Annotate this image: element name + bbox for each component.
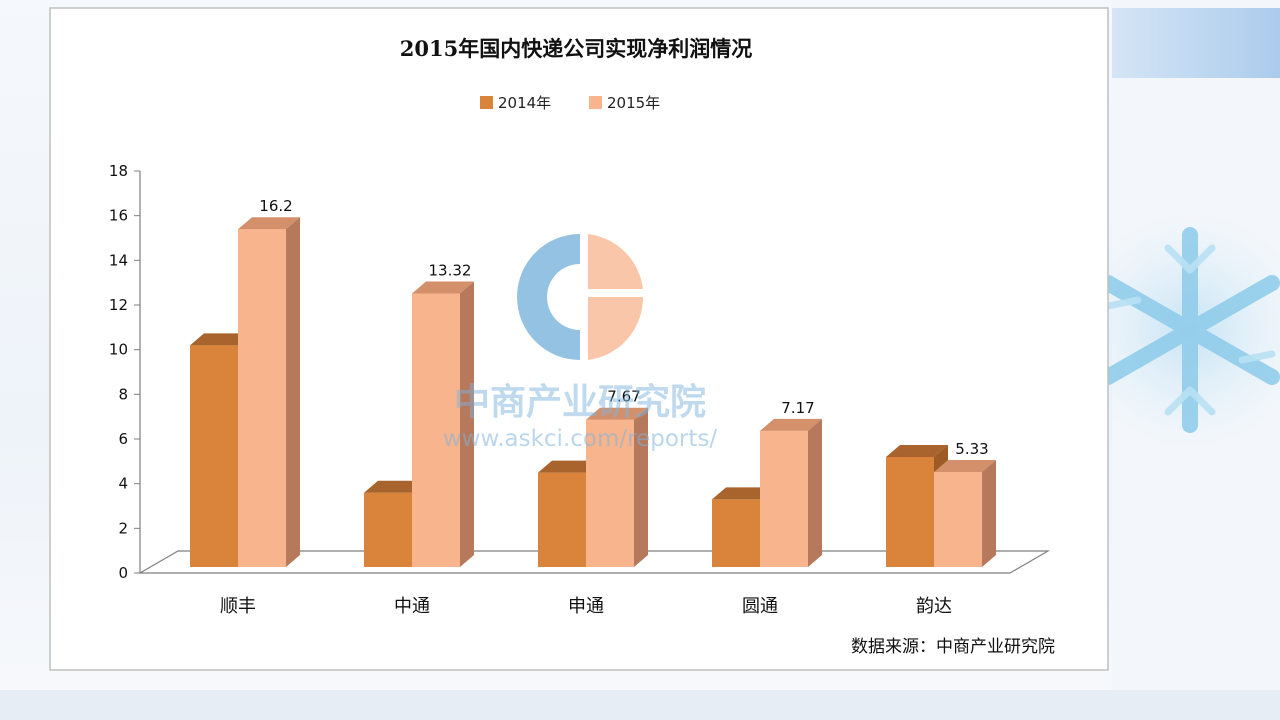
category-label-2: 申通 (568, 596, 604, 617)
bar-1-1 (412, 293, 460, 567)
bar-1-4 (934, 471, 982, 567)
y-tick-label: 8 (118, 385, 128, 403)
data-label-2: 7.67 (607, 388, 640, 406)
bar-top-1-1 (412, 281, 474, 294)
y-tick-label: 4 (118, 475, 128, 493)
bar-side-1-4 (982, 459, 996, 567)
watermark-url: www.askci.com/reports/ (443, 426, 717, 452)
y-tick-label: 18 (109, 162, 128, 180)
y-tick-label: 12 (109, 296, 128, 314)
bar-top-0-1 (364, 480, 426, 493)
bar-side-1-3 (808, 418, 822, 567)
bars (190, 217, 996, 567)
snowflake-icon (1070, 210, 1280, 450)
y-tick-label: 6 (118, 430, 128, 448)
data-label-3: 7.17 (781, 399, 814, 417)
bar-top-0-0 (190, 333, 252, 346)
y-tick-label: 14 (109, 251, 128, 269)
data-label-0: 16.2 (259, 197, 292, 215)
bar-1-0 (238, 229, 286, 567)
legend-swatch-2014 (480, 96, 493, 109)
bar-top-1-2 (586, 407, 648, 420)
y-tick-label: 10 (109, 341, 128, 359)
source-note: 数据来源：中商产业研究院 (851, 637, 1055, 657)
bar-side-1-1 (460, 281, 474, 567)
legend-label-2015: 2015年 (607, 94, 660, 112)
watermark: 中商产业研究院 www.askci.com/reports/ (443, 234, 717, 452)
bar-side-1-0 (286, 217, 300, 567)
watermark-logo-icon (517, 234, 644, 360)
bar-0-2 (538, 472, 586, 567)
x-axis-categories: 顺丰 中通 申通 圆通 韵达 (220, 596, 952, 617)
bar-0-1 (364, 492, 412, 567)
bar-top-1-3 (760, 418, 822, 431)
watermark-brand: 中商产业研究院 (454, 382, 706, 423)
bar-1-3 (760, 430, 808, 567)
category-label-1: 中通 (394, 596, 430, 617)
bar-1-2 (586, 419, 634, 567)
bar-0-3 (712, 499, 760, 567)
category-label-0: 顺丰 (220, 596, 256, 617)
category-label-3: 圆通 (742, 596, 778, 617)
bar-0-0 (190, 345, 238, 567)
legend: 2014年 2015年 (480, 94, 660, 112)
y-axis-ticks: 0 2 4 6 8 10 12 14 16 18 (109, 162, 140, 582)
y-tick-label: 0 (118, 564, 128, 582)
bar-top-1-4 (934, 459, 996, 472)
bar-top-1-0 (238, 217, 300, 230)
bar-side-1-2 (634, 407, 648, 567)
bar-top-0-4 (886, 445, 948, 457)
bar-top-0-2 (538, 460, 600, 473)
y-tick-label: 2 (118, 519, 128, 537)
data-label-4: 5.33 (955, 440, 988, 458)
category-label-4: 韵达 (916, 596, 952, 617)
bar-top-0-3 (712, 487, 774, 500)
legend-swatch-2015 (589, 96, 602, 109)
legend-label-2014: 2014年 (498, 94, 551, 112)
bar-0-4 (886, 457, 934, 567)
y-tick-label: 16 (109, 207, 128, 225)
data-label-1: 13.32 (429, 262, 472, 280)
chart-title: 2015年国内快递公司实现净利润情况 (400, 36, 752, 61)
data-labels: 16.2 13.32 7.67 7.17 5.33 (259, 197, 988, 458)
